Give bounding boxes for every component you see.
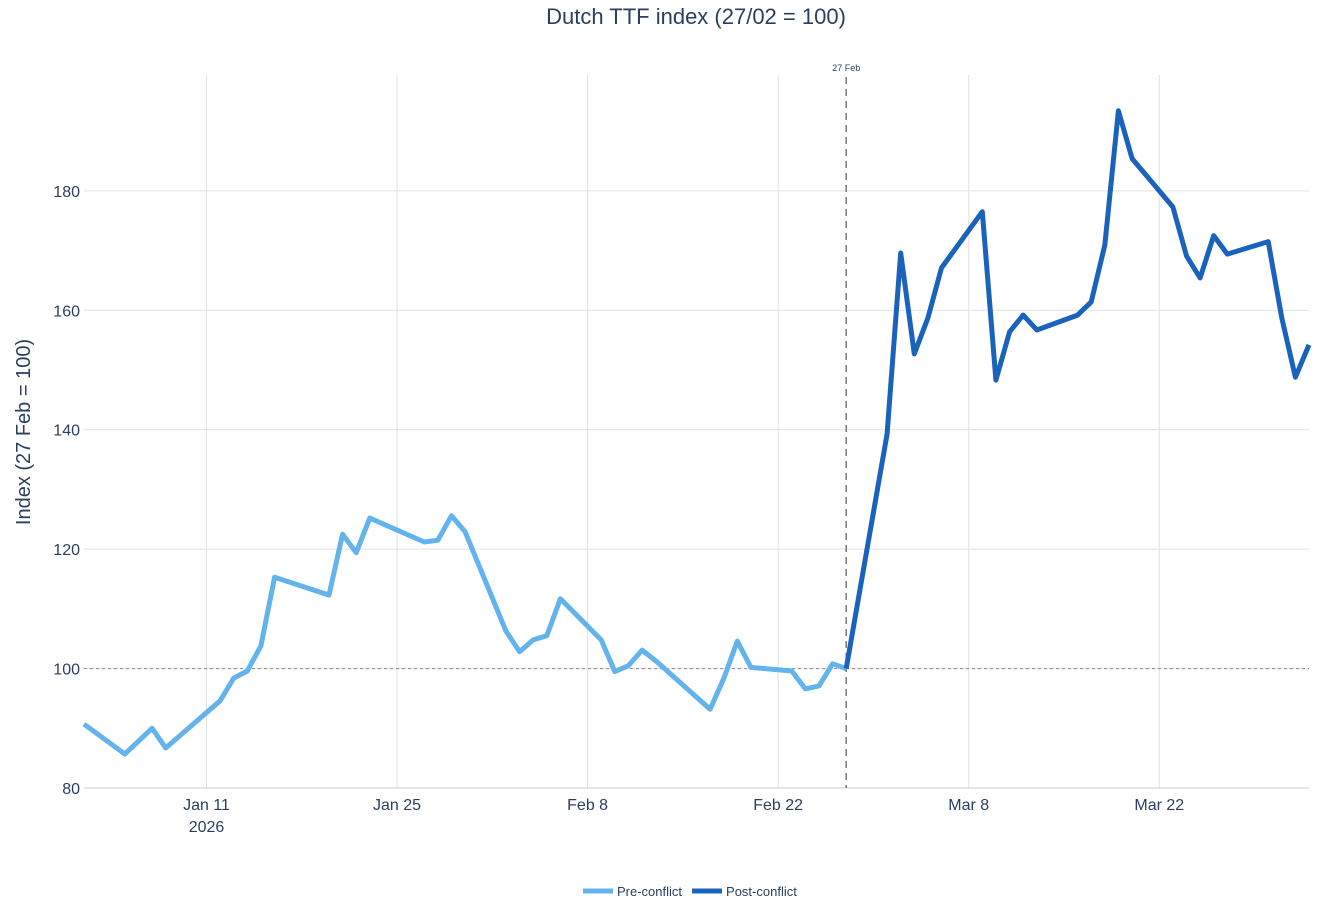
x-tick-label: Jan 11 xyxy=(183,797,230,814)
y-tick-label: 180 xyxy=(53,184,80,201)
y-tick-label: 160 xyxy=(53,303,80,320)
chart-title: Dutch TTF index (27/02 = 100) xyxy=(546,4,846,29)
x-tick-label: Mar 8 xyxy=(948,797,989,814)
x-tick-label: Mar 22 xyxy=(1134,797,1184,814)
x-year-label: 2026 xyxy=(189,819,225,836)
y-axis-label: Index (27 Feb = 100) xyxy=(13,339,35,525)
line-series xyxy=(843,108,1312,670)
y-tick-label: 120 xyxy=(53,542,80,559)
y-tick-label: 140 xyxy=(53,423,80,440)
event-label: 27 Feb xyxy=(832,63,860,73)
x-tick-label: Feb 8 xyxy=(567,797,608,814)
x-tick-label: Jan 25 xyxy=(373,797,421,814)
y-tick-label: 80 xyxy=(62,781,80,798)
line-series xyxy=(82,513,848,757)
y-tick-label: 100 xyxy=(53,662,80,679)
legend-label: Post-conflict xyxy=(726,884,797,899)
x-tick-label: Feb 22 xyxy=(753,797,803,814)
legend-label: Pre-conflict xyxy=(617,884,682,899)
